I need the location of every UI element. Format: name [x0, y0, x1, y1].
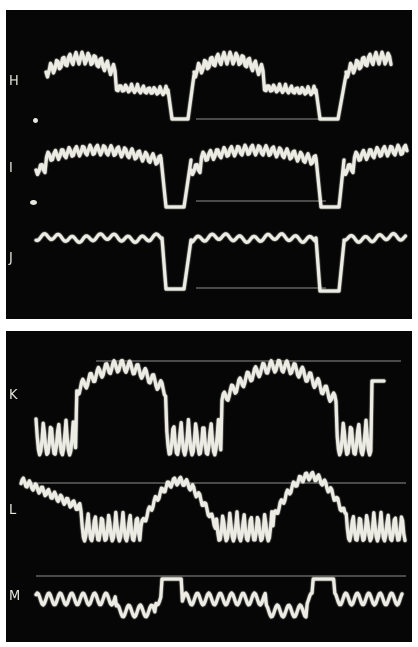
waveform-i	[34, 143, 409, 209]
marker-dot	[33, 118, 38, 123]
trace-label-j: J	[9, 251, 13, 266]
waveforms-bottom	[19, 358, 407, 619]
waveform-l	[19, 470, 407, 543]
waveform-k	[34, 358, 386, 457]
marker-dot	[30, 200, 37, 205]
oscilloscope-panel-bottom: K L M	[6, 331, 412, 642]
trace-label-m: M	[9, 589, 21, 604]
waveform-j	[34, 231, 408, 293]
trace-label-k: K	[9, 388, 18, 403]
trace-label-i: I	[9, 161, 13, 176]
oscilloscope-panel-top: H I J	[6, 10, 412, 319]
trace-label-l: L	[9, 503, 17, 518]
waveform-h	[44, 50, 393, 121]
waveform-m	[34, 577, 404, 619]
trace-label-h: H	[9, 74, 19, 89]
waveforms-top	[34, 50, 409, 293]
